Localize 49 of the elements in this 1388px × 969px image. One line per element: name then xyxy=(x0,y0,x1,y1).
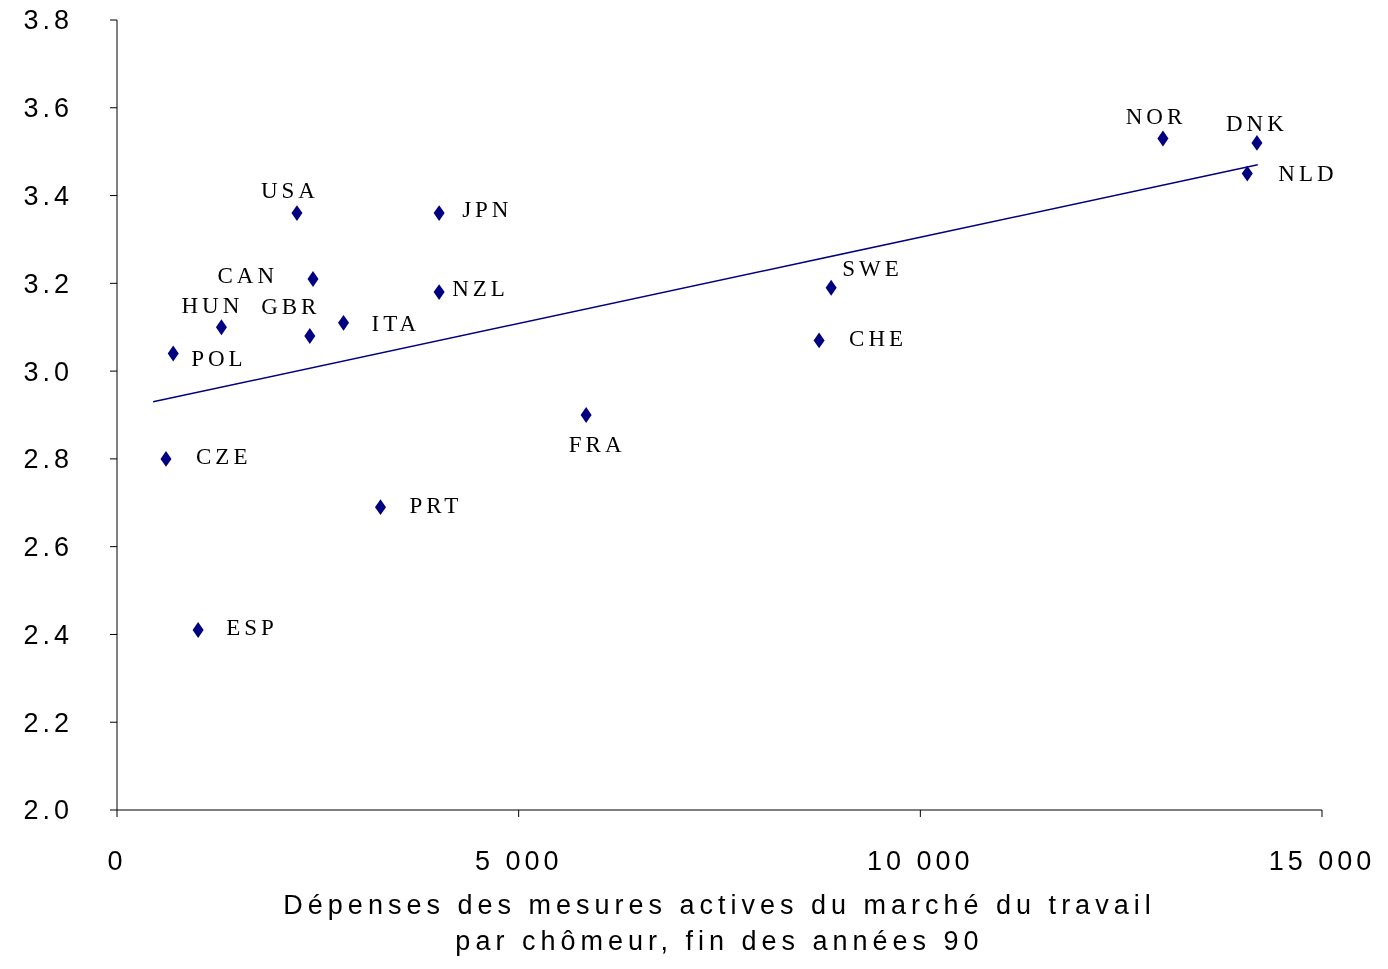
y-tick-label: 3.0 xyxy=(23,356,73,387)
point xyxy=(1157,130,1169,147)
y-tick-label: 2.2 xyxy=(23,707,73,738)
annotation: CZE xyxy=(196,443,252,469)
point xyxy=(433,284,445,301)
y-tick-label: 2.4 xyxy=(23,619,73,650)
annotation: JPN xyxy=(462,197,513,223)
point xyxy=(215,319,227,336)
annotation: NZL xyxy=(452,276,509,302)
annotation: SWE xyxy=(842,255,903,281)
point xyxy=(192,622,204,639)
point xyxy=(291,205,303,222)
annotation: CHE xyxy=(849,326,908,352)
point xyxy=(1251,134,1263,151)
y-tick-label: 2.8 xyxy=(23,444,73,475)
annotation: GBR xyxy=(261,294,321,319)
x-tick-label: 15 000 xyxy=(1268,846,1376,876)
point xyxy=(374,499,387,516)
annotation: NOR xyxy=(1125,103,1187,129)
y-tick-label: 3.8 xyxy=(23,5,73,36)
annotation: CAN xyxy=(217,262,279,288)
annotation: NLD xyxy=(1278,160,1338,186)
annotation: ESP xyxy=(226,615,278,641)
x-tick-label: 0 xyxy=(107,846,127,876)
x-tick-label: 5 000 xyxy=(474,846,563,876)
point xyxy=(160,450,172,467)
point xyxy=(167,345,179,362)
point xyxy=(433,205,445,222)
x-axis-title: Dépenses des mesures actives du marché du travail par chômeur, fin des années 90 xyxy=(283,890,1156,956)
annotation: DNK xyxy=(1226,110,1288,136)
point xyxy=(1241,165,1253,182)
point xyxy=(304,328,316,344)
annotation: POL xyxy=(191,345,247,371)
y-tick-label: 3.4 xyxy=(23,181,73,212)
y-tick-label: 3.2 xyxy=(23,268,73,299)
annotation: FRA xyxy=(568,432,626,457)
annotation: USA xyxy=(260,178,319,204)
point xyxy=(338,314,350,331)
point xyxy=(825,279,837,296)
annotation: ITA xyxy=(371,310,421,336)
y-tick-label: 2.6 xyxy=(23,532,73,563)
y-tick-label: 2.0 xyxy=(23,795,73,826)
y-tick-label: 3.6 xyxy=(23,93,73,124)
annotation: PRT xyxy=(409,493,463,519)
point xyxy=(813,332,825,349)
point xyxy=(580,407,592,423)
point xyxy=(307,270,319,287)
annotation: HUN xyxy=(181,293,244,319)
x-tick-label: 10 000 xyxy=(867,846,974,876)
